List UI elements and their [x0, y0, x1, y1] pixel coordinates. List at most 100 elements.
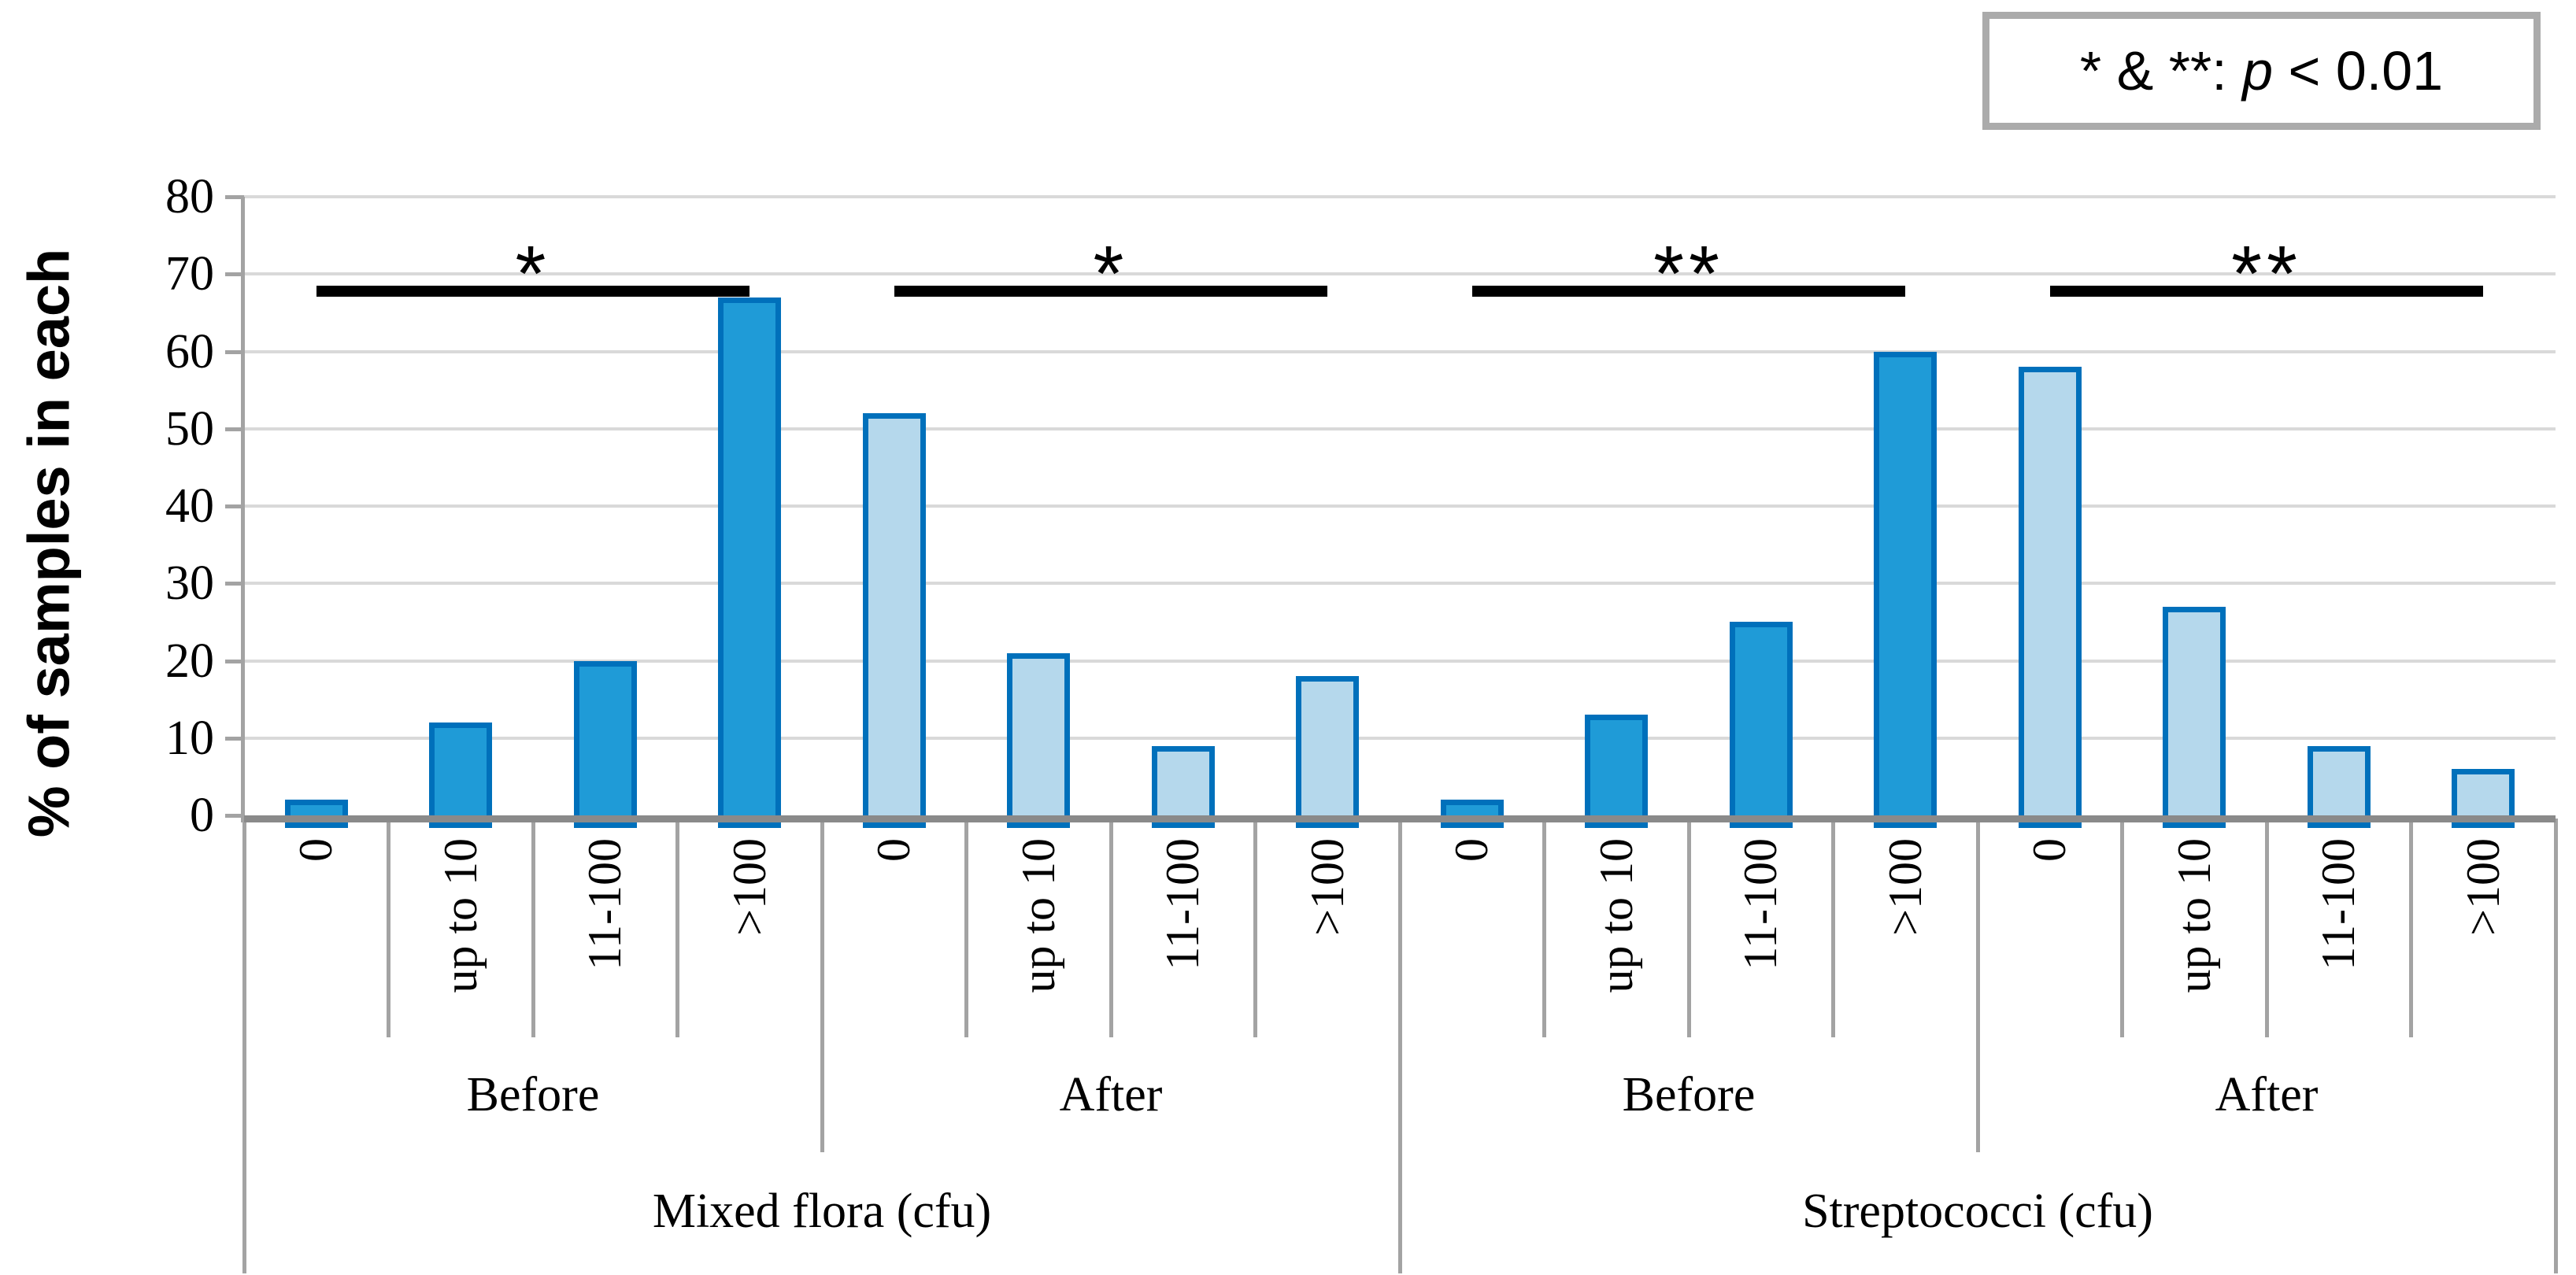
y-tick-mark-20 [225, 659, 244, 663]
y-tick-label-30: 30 [165, 556, 214, 611]
category-cell: up to 10 [1545, 822, 1690, 1037]
bar-mixed-after->100 [1296, 676, 1360, 828]
category-cell: >100 [678, 822, 823, 1037]
organism-group-separator [242, 819, 246, 1273]
before-after-separator [820, 819, 824, 1152]
category-separator [1831, 819, 1835, 1037]
category-label: 0 [290, 838, 342, 862]
legend-significance-note: * & **: p < 0.01 [2079, 40, 2444, 102]
organism-group-separator [2553, 819, 2558, 1273]
x-axis-line [244, 815, 2556, 822]
category-separator [2264, 819, 2269, 1037]
gridline-20 [244, 659, 2556, 663]
y-tick-mark-10 [225, 736, 244, 741]
category-separator [2120, 819, 2124, 1037]
category-cell: 11-100 [533, 822, 678, 1037]
category-cell: up to 10 [389, 822, 534, 1037]
gridline-80 [244, 195, 2556, 198]
bar-streptococci-before-0 [1440, 800, 1504, 828]
gridline-30 [244, 582, 2556, 586]
category-label: >100 [2456, 838, 2509, 936]
significance-stars-0: * [515, 229, 551, 318]
bar-mixed-before-0 [284, 800, 348, 828]
legend-p-symbol: p [2242, 40, 2274, 102]
significance-line-2 [1471, 285, 1906, 297]
category-cell: 0 [1400, 822, 1545, 1037]
significance-line-0 [316, 285, 750, 297]
gridline-40 [244, 504, 2556, 508]
category-label: 11-100 [1157, 838, 1209, 970]
organism-group-separator [1397, 819, 1402, 1273]
time-label-after: After [1059, 1067, 1163, 1122]
category-cell: up to 10 [2123, 822, 2267, 1037]
y-tick-label-70: 70 [165, 247, 214, 301]
category-cell: >100 [1256, 822, 1401, 1037]
bar-mixed-before-11-100 [573, 660, 637, 828]
y-tick-label-0: 0 [190, 789, 214, 842]
y-tick-mark-50 [225, 427, 244, 431]
before-after-band: Before After Before After [244, 1037, 2556, 1152]
bar-streptococci-after-0 [2018, 367, 2082, 828]
category-separator [531, 819, 535, 1037]
y-tick-mark-60 [225, 349, 244, 354]
y-tick-label-20: 20 [165, 634, 214, 688]
category-label: 0 [1445, 838, 1498, 862]
bars-layer [244, 197, 2556, 828]
bar-streptococci-before-up to 10 [1585, 715, 1649, 828]
significance-layer: * * ** ** [244, 197, 2556, 815]
organism-label: Mixed flora (cfu) [652, 1184, 992, 1238]
before-after-separator [1975, 819, 1980, 1152]
category-label: 11-100 [1734, 838, 1787, 970]
y-tick-mark-80 [225, 195, 244, 199]
category-label: 0 [2023, 838, 2076, 862]
bar-mixed-before-up to 10 [429, 722, 493, 828]
organism-group-band: Mixed flora (cfu) Streptococci (cfu) [244, 1152, 2556, 1270]
time-label-before: Before [466, 1067, 600, 1122]
category-cell: 0 [1978, 822, 2123, 1037]
plot-gridlines [244, 195, 2556, 815]
y-tick-mark-70 [225, 272, 244, 277]
category-cell: >100 [2411, 822, 2556, 1037]
category-separator [387, 819, 390, 1037]
category-label: 0 [868, 838, 920, 862]
category-label-band: 0 up to 10 11-100 >100 0 up to 10 11-100 >100 0 u… [244, 822, 2556, 1037]
category-label: >100 [723, 838, 775, 936]
bar-streptococci-before-11-100 [1729, 622, 1793, 828]
bar-streptococci-after-up to 10 [2163, 606, 2226, 828]
significance-line-3 [2049, 285, 2484, 297]
category-label: up to 10 [1590, 838, 1642, 993]
category-separator [2409, 819, 2413, 1037]
bar-mixed-after-up to 10 [1007, 652, 1071, 828]
category-separator [1108, 819, 1113, 1037]
y-tick-mark-0 [225, 814, 244, 818]
category-cell: 0 [244, 822, 389, 1037]
category-cell: 0 [822, 822, 967, 1037]
gridline-50 [244, 427, 2556, 431]
time-label-before: Before [1622, 1067, 1756, 1122]
bar-mixed-before->100 [718, 297, 782, 828]
category-label: up to 10 [434, 838, 487, 993]
y-tick-mark-30 [225, 582, 244, 586]
category-separator [1686, 819, 1691, 1037]
category-cell: 11-100 [1689, 822, 1834, 1037]
significance-stars-1: * [1093, 229, 1129, 318]
gridline-60 [244, 349, 2556, 353]
category-label: >100 [1301, 838, 1353, 936]
category-label: 11-100 [579, 838, 631, 970]
y-tick-label-40: 40 [165, 479, 214, 533]
category-label: 11-100 [2312, 838, 2365, 970]
y-tick-mark-40 [225, 504, 244, 508]
category-label: up to 10 [2167, 838, 2220, 993]
y-axis-line [241, 197, 245, 822]
bar-mixed-after-0 [862, 413, 926, 828]
category-label: up to 10 [1012, 838, 1064, 993]
gridline-70 [244, 272, 2556, 276]
category-cell: >100 [1834, 822, 1978, 1037]
time-label-after: After [2215, 1067, 2319, 1122]
category-separator [1542, 819, 1546, 1037]
y-tick-label-60: 60 [165, 324, 214, 379]
category-label: >100 [1878, 838, 1931, 936]
significance-stars-2: ** [1653, 229, 1724, 318]
y-tick-label-10: 10 [165, 711, 214, 765]
